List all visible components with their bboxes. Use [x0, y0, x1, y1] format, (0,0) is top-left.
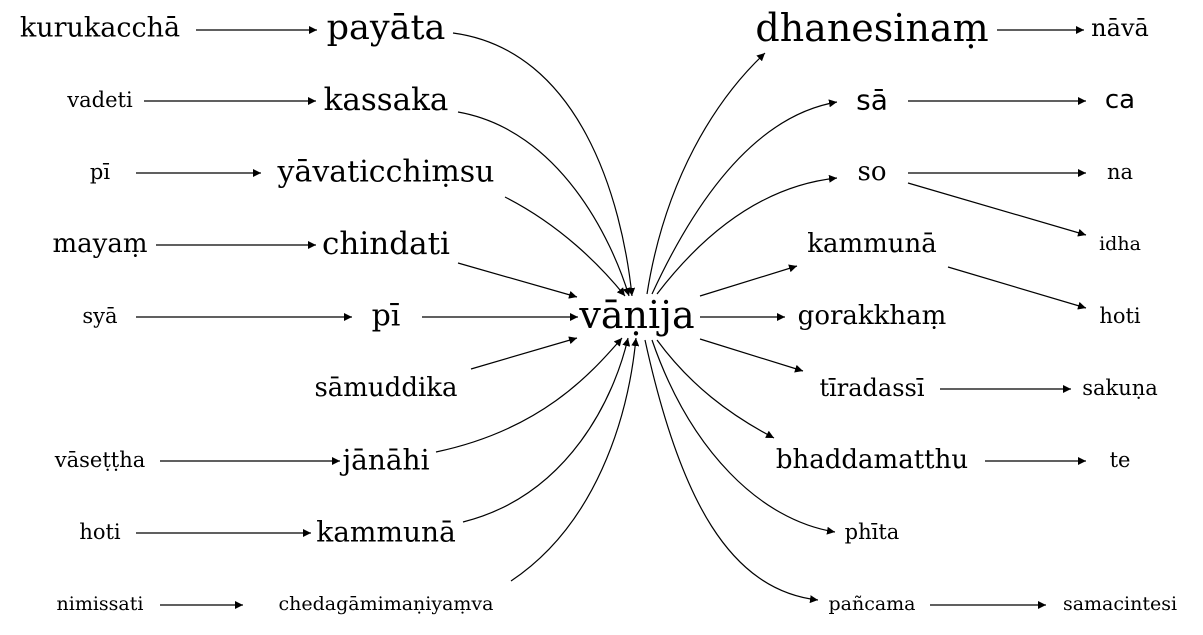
node-label-r4: kammunā: [807, 229, 937, 259]
node-label-l8a: hoti: [79, 520, 121, 544]
edge-c-to-r3: [656, 174, 838, 295]
nodes-layer: vāṇija kurukacchā payāta vadeti kassaka pī yāv…: [20, 6, 1177, 615]
node-label-r9: pañcama: [828, 593, 915, 615]
node-label-l5b: pī: [372, 299, 401, 334]
edge-c-to-r7: [656, 339, 775, 439]
edge-c-to-r1: [646, 52, 766, 295]
edge-l1b-to-c: [452, 32, 636, 297]
node-label-l4a: mayaṃ: [53, 229, 148, 259]
edge-l6b-to-c: [470, 336, 578, 370]
node-label-l3b: yāvaticchiṃsu: [276, 155, 494, 190]
edge-l2b-to-c: [457, 111, 631, 297]
edge-c-to-r9: [644, 339, 819, 604]
edge-l8b-to-c: [462, 337, 631, 523]
edge-r3-to-r3c: [907, 182, 1087, 237]
edge-l3b-to-c: [504, 196, 626, 297]
node-label-l6b: sāmuddika: [314, 373, 457, 403]
edge-l9b-to-c: [510, 337, 640, 582]
node-label-l3a: pī: [90, 160, 110, 184]
node-label-r3: so: [858, 157, 887, 187]
edge-c-to-r8: [651, 339, 836, 535]
node-label-r7b: te: [1110, 448, 1131, 472]
center-node-label: vāṇija: [578, 293, 694, 337]
node-label-l7b: jānāhi: [339, 444, 429, 477]
node-label-l2a: vadeti: [66, 88, 133, 112]
node-label-l2b: kassaka: [324, 82, 449, 118]
node-label-r3b: na: [1107, 160, 1133, 184]
node-label-r3c: idha: [1099, 233, 1141, 255]
node-label-r2b: ca: [1105, 85, 1135, 115]
node-label-r4b: hoti: [1099, 304, 1141, 328]
node-label-r7: bhaddamatthu: [776, 445, 968, 475]
node-label-l1b: payāta: [327, 8, 446, 48]
node-label-l1a: kurukacchā: [20, 13, 180, 44]
node-label-r9b: samacintesi: [1063, 593, 1177, 615]
edge-c-to-r6: [699, 338, 804, 373]
node-label-l9a: nimissati: [57, 593, 144, 615]
node-label-l5a: syā: [82, 304, 117, 328]
node-label-l4b: chindati: [322, 226, 450, 262]
edge-r4-to-r4b: [947, 266, 1087, 310]
node-label-r8: phīta: [845, 520, 900, 544]
edge-l4b-to-c: [457, 262, 578, 299]
node-label-r5: gorakkhaṃ: [798, 301, 947, 331]
edge-c-to-r2: [651, 99, 838, 295]
edge-l7b-to-c: [435, 337, 623, 453]
edge-c-to-r4: [699, 264, 798, 297]
node-label-r1: dhanesinaṃ: [755, 6, 988, 50]
node-label-l9b: chedagāmimaṇiyaṃva: [279, 593, 494, 615]
edges-layer: [136, 26, 1087, 609]
node-label-l7a: vāseṭṭha: [54, 448, 146, 472]
node-label-l8b: kammunā: [316, 516, 456, 549]
node-label-r6b: sakuṇa: [1082, 376, 1158, 400]
node-label-r6: tīradassī: [819, 374, 924, 402]
node-label-r2: sā: [856, 84, 888, 117]
node-label-r1b: nāvā: [1091, 14, 1149, 42]
